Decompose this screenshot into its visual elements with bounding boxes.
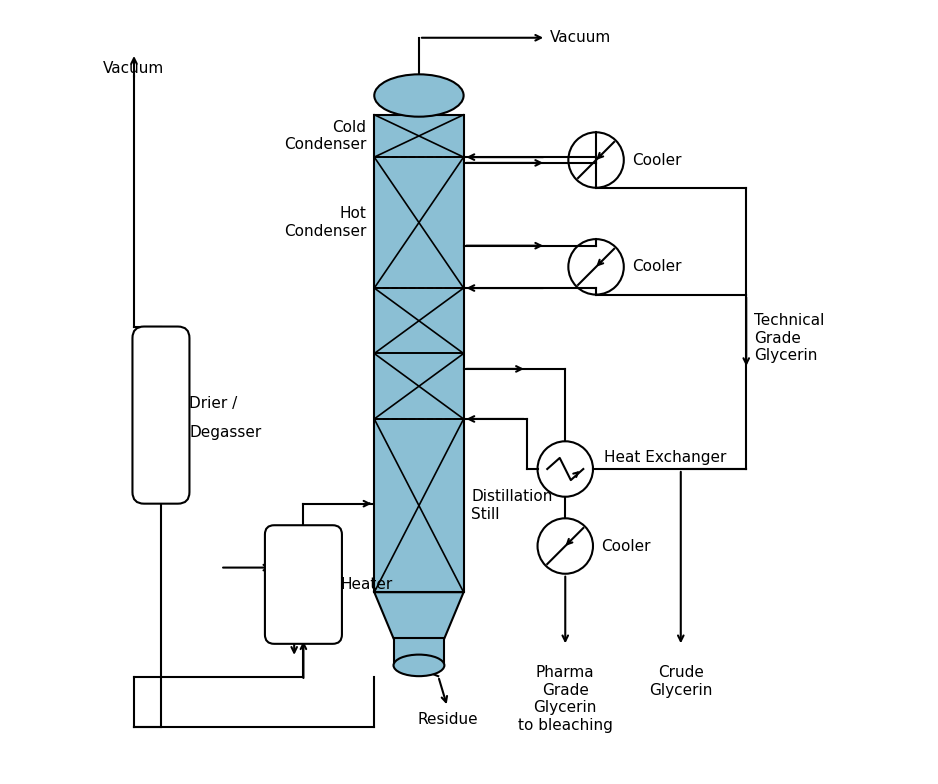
Text: Degasser: Degasser bbox=[189, 425, 262, 440]
Text: Cooler: Cooler bbox=[632, 153, 682, 168]
Polygon shape bbox=[374, 592, 463, 638]
Text: Heater: Heater bbox=[340, 577, 393, 592]
Text: Vacuum: Vacuum bbox=[550, 31, 612, 45]
Text: Drier /: Drier / bbox=[189, 396, 237, 411]
Ellipse shape bbox=[394, 655, 445, 676]
Text: Hot
Condenser: Hot Condenser bbox=[284, 206, 367, 239]
Text: Pharma
Grade
Glycerin
to bleaching: Pharma Grade Glycerin to bleaching bbox=[518, 666, 613, 732]
Text: Vacuum: Vacuum bbox=[103, 61, 164, 76]
Text: Cooler: Cooler bbox=[632, 260, 682, 274]
FancyBboxPatch shape bbox=[132, 327, 189, 503]
Bar bbox=[394, 638, 445, 666]
Text: Crude
Glycerin: Crude Glycerin bbox=[649, 666, 713, 698]
FancyBboxPatch shape bbox=[265, 525, 342, 644]
Text: Residue: Residue bbox=[417, 712, 477, 727]
Text: Cooler: Cooler bbox=[601, 539, 651, 554]
Text: Distillation
Still: Distillation Still bbox=[471, 489, 552, 522]
Ellipse shape bbox=[374, 74, 463, 117]
Text: Heat Exchanger: Heat Exchanger bbox=[604, 450, 726, 465]
Text: Technical
Grade
Glycerin: Technical Grade Glycerin bbox=[754, 313, 825, 363]
Bar bbox=[374, 114, 463, 592]
Text: Cold
Condenser: Cold Condenser bbox=[284, 120, 367, 152]
